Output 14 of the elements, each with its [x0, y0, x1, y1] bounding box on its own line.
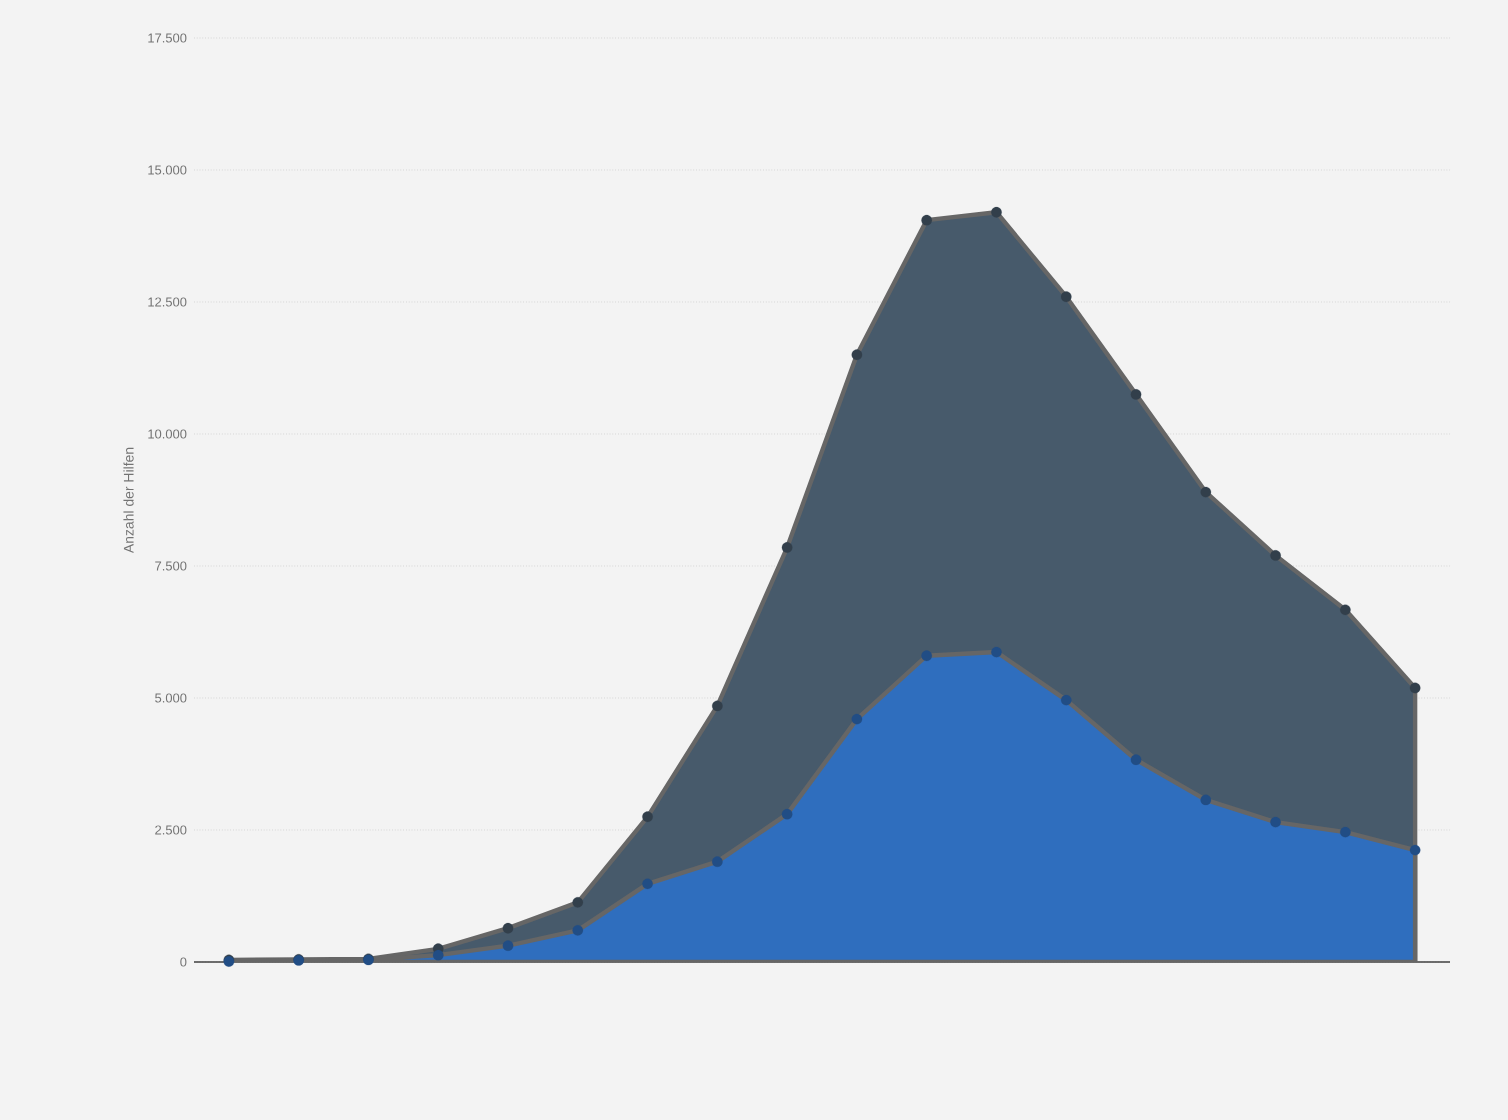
point [781, 542, 793, 553]
point [1270, 550, 1281, 561]
point [1060, 291, 1072, 303]
point [1200, 486, 1212, 498]
point [502, 922, 514, 934]
point [991, 206, 1002, 218]
point [1409, 682, 1421, 694]
point [851, 349, 863, 361]
point [642, 811, 653, 823]
point [1130, 389, 1142, 400]
point [712, 700, 723, 712]
point [1340, 604, 1351, 616]
point [572, 897, 584, 908]
point [921, 214, 932, 226]
